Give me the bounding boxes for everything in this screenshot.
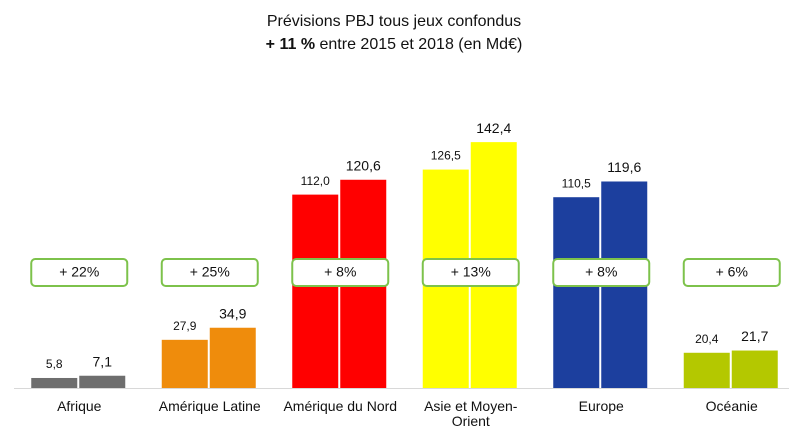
value-label: 34,9: [219, 305, 246, 321]
subtitle: entre 2015 et 2018 (en Md€): [320, 36, 523, 53]
annotation-box: [30, 258, 129, 287]
annotation-box: [421, 258, 520, 287]
bar: [683, 352, 730, 388]
value-label: 7,1: [93, 353, 113, 369]
annotation-box: [160, 258, 259, 287]
chart-subtitle: + 11 % entre 2015 et 2018 (en Md€): [266, 36, 523, 53]
annotation-box: [682, 258, 781, 287]
bar: [731, 350, 778, 388]
bar: [292, 194, 339, 388]
bar: [161, 339, 208, 388]
bar: [79, 375, 126, 388]
bar: [209, 327, 256, 388]
annotation: + 13%: [451, 264, 491, 280]
value-label: 112,0: [301, 174, 330, 188]
x-tick-label: Asie et Moyen-Orient: [424, 398, 518, 429]
value-label: 142,4: [476, 120, 511, 136]
value-label: 27,9: [173, 319, 197, 333]
value-label: 120,6: [346, 157, 381, 173]
chart-title: Prévisions PBJ tous jeux confondus: [267, 13, 521, 30]
x-tick-label: Amérique du Nord: [283, 398, 398, 414]
value-label: 20,4: [695, 332, 719, 346]
annotation-box: [291, 258, 390, 287]
value-label: 21,7: [741, 328, 768, 344]
x-tick-label: Afrique: [57, 398, 102, 414]
value-label: 119,6: [607, 159, 641, 175]
bar: [31, 377, 78, 388]
value-label: 110,5: [562, 176, 591, 190]
x-tick-label: Amérique Latine: [158, 398, 261, 414]
value-label: 5,8: [46, 357, 63, 371]
annotation-box: [552, 258, 651, 287]
annotation: + 6%: [716, 264, 748, 280]
annotation: + 22%: [59, 264, 99, 280]
bar: [553, 197, 600, 388]
x-tick-label: Europe: [578, 398, 624, 414]
annotation: + 8%: [585, 264, 617, 280]
annotation: + 25%: [190, 264, 230, 280]
annotation: + 8%: [324, 264, 356, 280]
x-tick-label: Océanie: [705, 398, 758, 414]
value-label: 126,5: [431, 149, 461, 163]
subtitle-bold: + 11 %: [266, 36, 315, 53]
